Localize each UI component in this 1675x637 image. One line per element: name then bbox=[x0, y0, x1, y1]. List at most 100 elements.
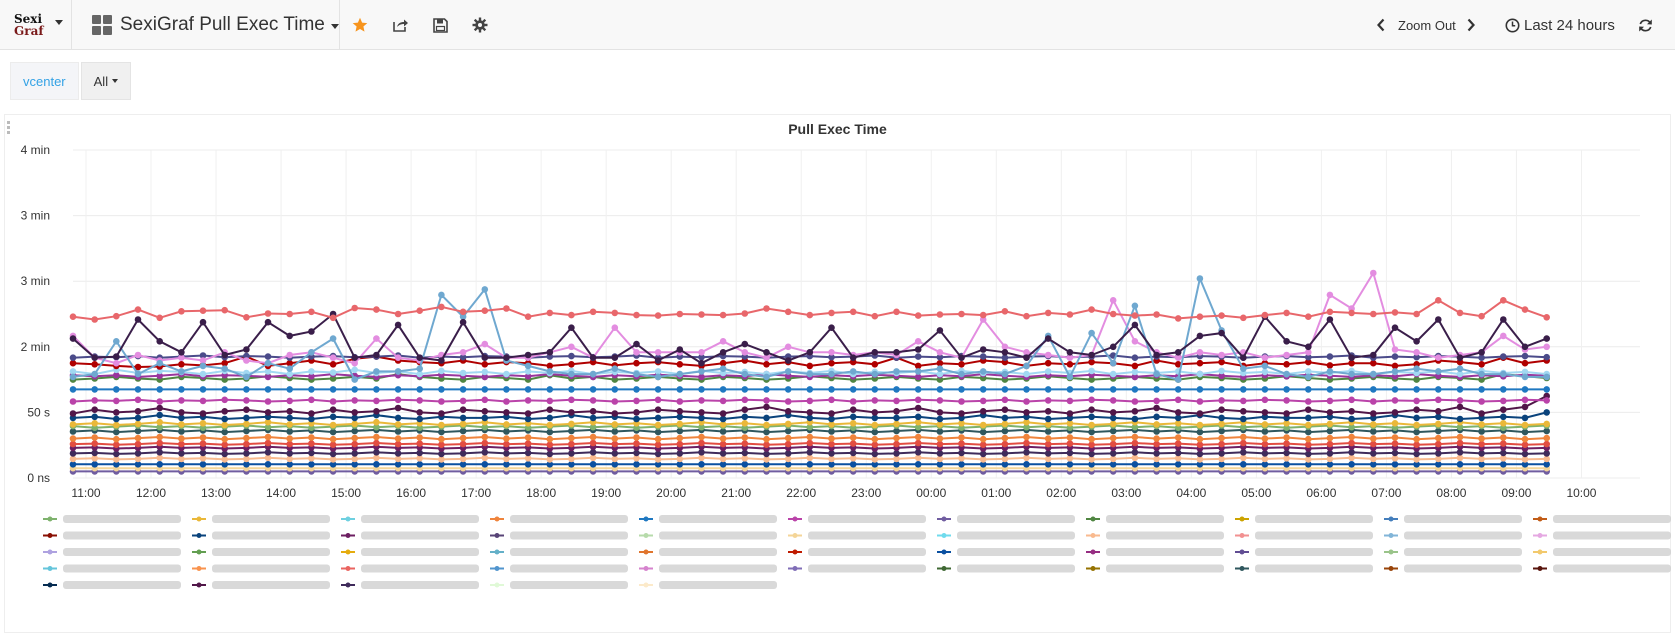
sexigraf-logo-menu[interactable]: Sexi Graf bbox=[0, 0, 72, 50]
data-point bbox=[568, 343, 575, 351]
settings-button[interactable] bbox=[469, 14, 491, 36]
data-point bbox=[1196, 349, 1204, 356]
data-point bbox=[1456, 397, 1464, 404]
data-point bbox=[1109, 434, 1117, 442]
data-point bbox=[871, 456, 879, 463]
data-point bbox=[329, 386, 337, 393]
data-point bbox=[633, 440, 640, 447]
data-point bbox=[394, 321, 402, 329]
data-point bbox=[178, 354, 185, 361]
caret-down-icon bbox=[330, 24, 339, 29]
data-point bbox=[113, 371, 120, 379]
data-point bbox=[351, 427, 359, 435]
variable-dropdown-vcenter[interactable]: All bbox=[80, 62, 132, 100]
data-point bbox=[438, 456, 445, 463]
data-point bbox=[438, 386, 445, 393]
x-tick-label: 01:00 bbox=[981, 486, 1011, 500]
data-point bbox=[1001, 434, 1009, 442]
data-point bbox=[1174, 315, 1182, 322]
data-point bbox=[1435, 297, 1442, 304]
data-point bbox=[633, 359, 640, 367]
data-point bbox=[849, 455, 857, 462]
legend-label-obscured bbox=[808, 564, 926, 573]
data-point bbox=[806, 349, 814, 356]
data-point bbox=[719, 365, 727, 372]
time-range-picker[interactable]: Last 24 hours bbox=[1505, 14, 1615, 36]
data-point bbox=[763, 456, 770, 463]
data-point bbox=[308, 455, 315, 462]
data-point bbox=[1023, 418, 1030, 426]
template-variables-row: vcenter All bbox=[10, 62, 132, 100]
data-point bbox=[1131, 362, 1139, 370]
data-point bbox=[1305, 343, 1312, 351]
data-point bbox=[286, 359, 294, 367]
data-point bbox=[1066, 440, 1074, 447]
data-point bbox=[1370, 428, 1377, 435]
data-point bbox=[936, 421, 944, 428]
data-point bbox=[828, 428, 835, 435]
data-point bbox=[134, 386, 142, 393]
data-point bbox=[914, 312, 922, 319]
data-point bbox=[763, 305, 770, 312]
data-point bbox=[828, 359, 835, 367]
panel-title[interactable]: Pull Exec Time bbox=[788, 121, 887, 137]
data-point bbox=[1391, 362, 1399, 370]
data-point bbox=[91, 397, 98, 404]
data-point bbox=[1500, 420, 1507, 427]
data-point bbox=[611, 324, 619, 331]
data-point bbox=[1435, 434, 1442, 442]
data-point bbox=[1131, 433, 1139, 441]
data-point bbox=[1283, 397, 1290, 404]
data-point bbox=[1326, 386, 1334, 393]
data-point bbox=[1370, 398, 1377, 405]
data-point bbox=[784, 461, 792, 468]
chevron-right-icon[interactable] bbox=[1466, 18, 1476, 32]
panel-drag-handle[interactable] bbox=[7, 121, 11, 137]
data-point bbox=[113, 409, 120, 416]
data-point bbox=[871, 409, 879, 416]
data-point bbox=[1196, 386, 1204, 393]
data-point bbox=[1348, 359, 1355, 367]
data-point bbox=[1521, 461, 1529, 468]
data-point bbox=[611, 435, 619, 442]
data-point bbox=[784, 308, 792, 316]
legend-swatch-dot bbox=[941, 533, 947, 538]
legend-label-obscured bbox=[361, 548, 479, 556]
zoom-out-button[interactable]: Zoom Out bbox=[1398, 17, 1456, 33]
data-point bbox=[503, 305, 510, 312]
data-point bbox=[1370, 269, 1377, 277]
legend-swatch-dot bbox=[345, 566, 351, 571]
data-point bbox=[308, 386, 315, 393]
data-point bbox=[308, 410, 315, 417]
data-point bbox=[806, 461, 814, 468]
data-point bbox=[156, 338, 163, 345]
star-button[interactable] bbox=[349, 14, 371, 36]
dashboard-title-dropdown[interactable]: SexiGraf Pull Exec Time bbox=[92, 12, 339, 38]
data-point bbox=[1240, 365, 1247, 372]
data-point bbox=[1305, 313, 1312, 320]
data-point bbox=[524, 362, 532, 370]
data-point bbox=[546, 349, 554, 356]
data-point bbox=[958, 455, 965, 462]
legend-label-obscured bbox=[361, 515, 479, 523]
data-point bbox=[1305, 435, 1312, 443]
data-point bbox=[1413, 386, 1420, 393]
legend-label-obscured bbox=[510, 581, 628, 589]
share-button[interactable] bbox=[389, 14, 411, 36]
data-point bbox=[1001, 427, 1009, 435]
save-button[interactable] bbox=[429, 14, 451, 36]
data-point bbox=[958, 434, 965, 441]
graph-panel: Pull Exec Time 4 min 3 min 3 min 2 min 50 s 0… bbox=[4, 114, 1671, 633]
data-point bbox=[1521, 396, 1529, 404]
data-point bbox=[221, 421, 228, 429]
data-point bbox=[546, 428, 554, 436]
chevron-left-icon[interactable] bbox=[1376, 18, 1386, 32]
data-point bbox=[1478, 361, 1485, 368]
data-point bbox=[611, 354, 619, 361]
legend-label-obscured bbox=[1255, 531, 1373, 540]
refresh-button[interactable] bbox=[1634, 14, 1656, 36]
data-point bbox=[698, 368, 705, 375]
data-point bbox=[1326, 316, 1334, 323]
data-point bbox=[784, 455, 792, 463]
data-point bbox=[1370, 410, 1377, 417]
